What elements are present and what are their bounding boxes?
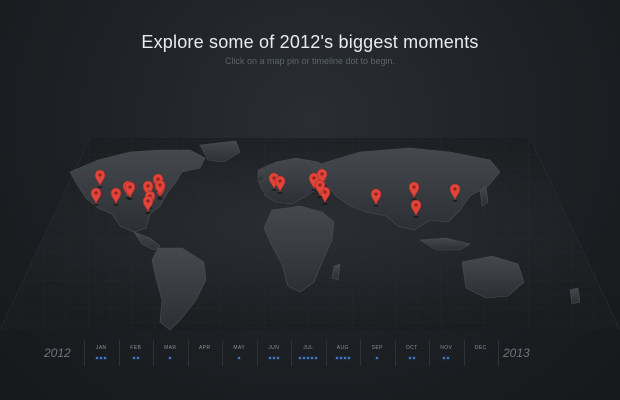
timeline-dot[interactable] [276, 357, 279, 359]
continent-australia [461, 255, 525, 299]
timeline-dot[interactable] [412, 357, 415, 359]
continent-madagascar [331, 263, 341, 281]
timeline-dot[interactable] [238, 357, 241, 359]
timeline-dot[interactable] [169, 357, 172, 359]
timeline-dot[interactable] [104, 357, 107, 359]
map-pin[interactable] [110, 187, 122, 206]
map-pin[interactable] [154, 179, 166, 198]
timeline-start-year: 2012 [44, 346, 71, 360]
map-pin[interactable] [370, 188, 382, 207]
timeline-separator [187, 340, 189, 366]
timeline-dot[interactable] [447, 357, 450, 359]
timeline-separator [118, 340, 120, 366]
map-pin[interactable] [94, 169, 106, 188]
timeline-separator [463, 340, 465, 366]
map-pin[interactable] [314, 179, 326, 198]
timeline-dot[interactable] [100, 357, 103, 359]
timeline-dot[interactable] [303, 357, 306, 359]
timeline-dots [259, 357, 289, 359]
timeline-dot[interactable] [443, 357, 446, 359]
timeline-month-sep: SEP [371, 345, 383, 351]
timeline-dot[interactable] [408, 357, 411, 359]
continent-south-america [151, 247, 207, 331]
map-pin[interactable] [449, 183, 461, 202]
timeline-month-oct: OCT [405, 345, 418, 351]
timeline-dot[interactable] [315, 357, 318, 359]
continent-north-america [69, 149, 206, 233]
page-subtitle: Click on a map pin or timeline dot to be… [224, 56, 396, 66]
timeline-dot[interactable] [376, 357, 379, 359]
timeline-month-jun: JUN [268, 345, 280, 351]
timeline-dot[interactable] [268, 357, 271, 359]
continent-europe [257, 157, 331, 205]
timeline-separator [153, 340, 154, 366]
timeline-separator [360, 340, 361, 366]
timeline-separator [429, 340, 430, 366]
timeline-dots [224, 357, 254, 359]
timeline-dot[interactable] [339, 357, 342, 359]
timeline-end-year: 2013 [503, 346, 530, 360]
timeline-dot[interactable] [311, 357, 314, 359]
timeline-dot[interactable] [132, 357, 135, 359]
map-pin[interactable] [142, 195, 154, 214]
timeline-dot[interactable] [343, 357, 346, 359]
timeline-month-may: MAY [233, 345, 246, 351]
timeline-month-jan: JAN [95, 345, 107, 351]
timeline-dots [155, 357, 185, 359]
map-pin[interactable] [410, 199, 422, 218]
timeline-dots [293, 357, 323, 359]
timeline-dot[interactable] [347, 357, 350, 359]
map-pin[interactable] [308, 172, 320, 191]
continent-japan [479, 185, 489, 207]
timeline-separator [291, 340, 292, 366]
timeline-dot[interactable] [299, 357, 302, 359]
timeline-dots [362, 357, 392, 359]
continent-greenland [199, 140, 241, 163]
timeline-dots [121, 357, 151, 359]
map-pin[interactable] [408, 181, 420, 200]
map-pin[interactable] [274, 175, 286, 194]
timeline-separator [325, 340, 327, 366]
timeline-dots [328, 357, 358, 359]
timeline-month-nov: NOV [440, 345, 453, 351]
timeline-dots [86, 357, 116, 359]
timeline-month-jul: JUL [303, 345, 314, 351]
continent-africa [263, 205, 335, 293]
timeline-separator [84, 340, 85, 366]
continent-new-zealand [569, 287, 581, 305]
page-title: Explore some of 2012's biggest moments [141, 32, 479, 52]
timeline-dot[interactable] [272, 357, 275, 359]
continent-indonesia [419, 237, 471, 251]
timeline-month-feb: FEB [130, 345, 142, 351]
timeline-separator [256, 340, 258, 366]
continent-central-america [133, 231, 161, 251]
timeline-month-mar: MAR [164, 345, 177, 351]
timeline-month-apr: APR [199, 345, 211, 351]
timeline-dot[interactable] [307, 357, 310, 359]
timeline-separator [394, 340, 396, 366]
timeline-dots [431, 357, 461, 359]
timeline-separator [222, 340, 223, 366]
timeline-dot[interactable] [136, 357, 139, 359]
timeline-dot[interactable] [96, 357, 99, 359]
map-pins [90, 168, 461, 218]
map-pin[interactable] [90, 187, 102, 206]
timeline-dot[interactable] [335, 357, 338, 359]
timeline-separator [498, 340, 499, 366]
timeline-month-aug: AUG [336, 345, 349, 351]
map-pin[interactable] [124, 181, 136, 200]
timeline-dots [397, 357, 427, 359]
timeline-month-dec: DEC [474, 345, 487, 351]
continent-uk [257, 169, 265, 183]
